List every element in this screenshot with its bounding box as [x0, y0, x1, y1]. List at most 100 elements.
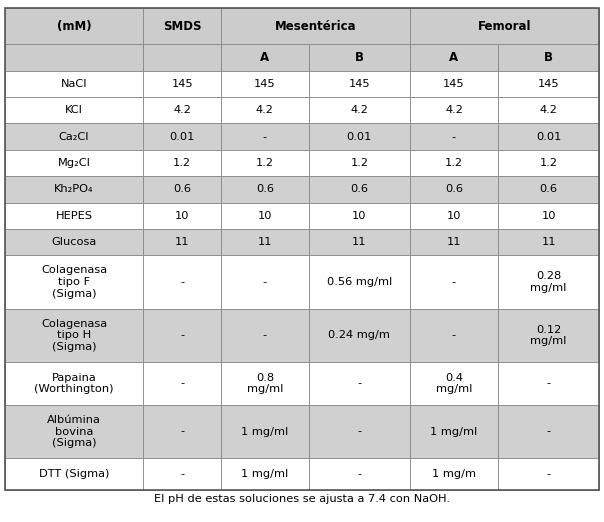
Text: 0.56 mg/ml: 0.56 mg/ml	[327, 277, 392, 287]
Bar	[221, 70, 309, 97]
Bar	[309, 229, 410, 255]
Text: Mg₂Cl: Mg₂Cl	[57, 158, 91, 168]
Text: 1 mg/ml: 1 mg/ml	[241, 469, 289, 479]
Bar	[498, 123, 599, 150]
Bar	[221, 309, 309, 362]
Text: 1 mg/ml: 1 mg/ml	[430, 426, 478, 436]
Text: -: -	[358, 469, 361, 479]
Bar	[309, 44, 410, 70]
Text: Femoral: Femoral	[478, 19, 532, 32]
Bar	[5, 255, 143, 309]
Bar	[410, 97, 498, 123]
Text: -: -	[547, 426, 551, 436]
Text: 0.6: 0.6	[173, 184, 191, 194]
Bar	[498, 362, 599, 405]
Text: Glucosa: Glucosa	[51, 237, 97, 247]
Bar	[143, 123, 221, 150]
Bar	[309, 97, 410, 123]
Bar	[410, 8, 599, 44]
Bar	[498, 405, 599, 458]
Text: 0.6: 0.6	[445, 184, 463, 194]
Text: 10: 10	[541, 211, 556, 221]
Text: El pH de estas soluciones se ajusta a 7.4 con NaOH.: El pH de estas soluciones se ajusta a 7.…	[154, 494, 450, 504]
Text: -: -	[180, 469, 184, 479]
Text: 11: 11	[352, 237, 367, 247]
Bar	[221, 203, 309, 229]
Text: HEPES: HEPES	[56, 211, 92, 221]
Text: B: B	[544, 51, 553, 64]
Text: 145: 145	[443, 79, 464, 89]
Text: -: -	[180, 378, 184, 388]
Text: -: -	[358, 426, 361, 436]
Text: Mesentérica: Mesentérica	[275, 19, 356, 32]
Bar	[221, 405, 309, 458]
Bar	[143, 309, 221, 362]
Text: 11: 11	[541, 237, 556, 247]
Bar	[5, 150, 143, 176]
Text: 0.4
mg/ml: 0.4 mg/ml	[435, 373, 472, 394]
Text: Papaina
(Worthington): Papaina (Worthington)	[34, 373, 114, 394]
Text: 0.6: 0.6	[350, 184, 368, 194]
Text: -: -	[547, 378, 551, 388]
Text: 4.2: 4.2	[539, 105, 557, 115]
Bar	[498, 229, 599, 255]
Bar	[410, 44, 498, 70]
Bar	[309, 405, 410, 458]
Text: 0.8
mg/ml: 0.8 mg/ml	[246, 373, 283, 394]
Bar	[143, 405, 221, 458]
Text: 1.2: 1.2	[350, 158, 368, 168]
Text: 11: 11	[257, 237, 272, 247]
Bar	[410, 405, 498, 458]
Bar	[498, 44, 599, 70]
Text: 4.2: 4.2	[173, 105, 191, 115]
Text: -: -	[180, 426, 184, 436]
Bar	[143, 97, 221, 123]
Bar	[5, 229, 143, 255]
Text: -: -	[263, 330, 267, 340]
Text: 11: 11	[447, 237, 461, 247]
Text: 145: 145	[349, 79, 370, 89]
Bar	[221, 176, 309, 203]
Text: B: B	[355, 51, 364, 64]
Text: 0.01: 0.01	[170, 132, 195, 141]
Bar	[221, 8, 410, 44]
Text: Albúmina
bovina
(Sigma): Albúmina bovina (Sigma)	[47, 415, 101, 448]
Text: -: -	[452, 132, 456, 141]
Bar	[498, 203, 599, 229]
Text: 1.2: 1.2	[445, 158, 463, 168]
Text: 4.2: 4.2	[350, 105, 368, 115]
Bar	[498, 150, 599, 176]
Bar	[221, 97, 309, 123]
Bar	[498, 255, 599, 309]
Text: -: -	[452, 330, 456, 340]
Text: 0.12
mg/ml: 0.12 mg/ml	[530, 325, 567, 346]
Bar	[309, 309, 410, 362]
Text: -: -	[180, 277, 184, 287]
Text: 0.24 mg/m: 0.24 mg/m	[329, 330, 390, 340]
Bar	[143, 8, 221, 44]
Bar	[143, 229, 221, 255]
Bar	[309, 203, 410, 229]
Text: 1 mg/ml: 1 mg/ml	[241, 426, 289, 436]
Bar	[410, 176, 498, 203]
Bar	[221, 150, 309, 176]
Bar	[309, 123, 410, 150]
Bar	[5, 405, 143, 458]
Text: 4.2: 4.2	[445, 105, 463, 115]
Bar	[5, 123, 143, 150]
Bar	[221, 44, 309, 70]
Bar	[143, 176, 221, 203]
Text: 145: 145	[254, 79, 275, 89]
Bar	[410, 255, 498, 309]
Bar	[498, 458, 599, 490]
Text: -: -	[358, 378, 361, 388]
Bar	[143, 255, 221, 309]
Text: Colagenasa
tipo F
(Sigma): Colagenasa tipo F (Sigma)	[41, 265, 107, 299]
Bar	[410, 458, 498, 490]
Bar	[221, 255, 309, 309]
Text: 1.2: 1.2	[539, 158, 557, 168]
Text: 10: 10	[175, 211, 190, 221]
Bar	[5, 458, 143, 490]
Bar	[5, 44, 143, 70]
Text: 0.6: 0.6	[256, 184, 274, 194]
